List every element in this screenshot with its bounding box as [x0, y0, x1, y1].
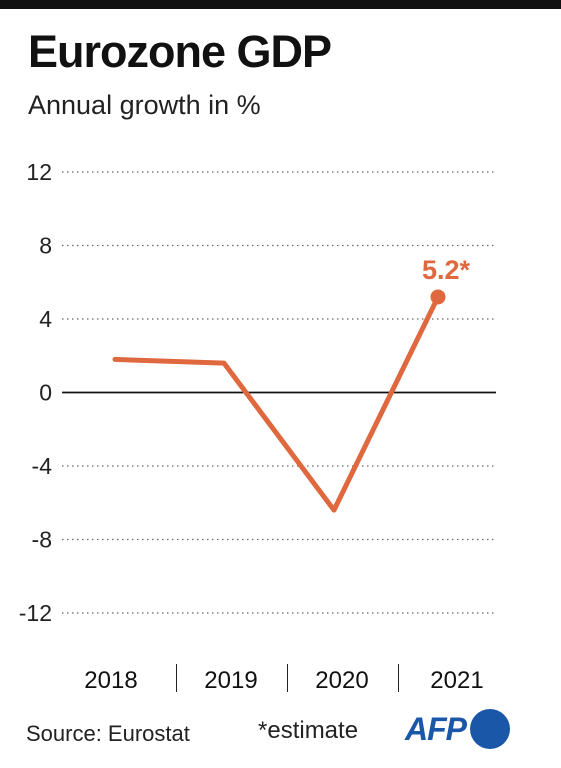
data-point	[430, 289, 446, 305]
y-tick-label: -8	[32, 527, 52, 553]
afp-logo-dot	[470, 709, 510, 749]
year-separator	[176, 664, 177, 692]
x-tick-label: 2020	[315, 667, 368, 694]
y-tick-label: -4	[32, 453, 53, 479]
chart-subtitle: Annual growth in %	[28, 90, 261, 120]
estimate-note: *estimate	[258, 717, 359, 744]
chart-title: Eurozone GDP	[28, 26, 332, 77]
x-tick-label: 2019	[204, 667, 257, 694]
year-separator	[398, 664, 399, 692]
y-tick-label: 0	[39, 380, 52, 406]
data-label: 5.2*	[422, 255, 471, 285]
year-separator	[287, 664, 288, 692]
source-note: Source: Eurostat	[26, 721, 190, 746]
afp-logo-text: AFP	[405, 710, 467, 747]
x-tick-label: 2021	[430, 667, 483, 694]
x-tick-label: 2018	[84, 667, 137, 694]
afp-logo: AFP	[405, 708, 510, 750]
top-rule	[0, 0, 561, 9]
y-tick-label: 8	[39, 233, 52, 259]
y-tick-label: 12	[26, 159, 52, 185]
series-line	[112, 294, 441, 513]
y-tick-label: 4	[39, 306, 52, 332]
y-tick-label: -12	[19, 600, 52, 626]
line-chart: 12 8 4 0 -4 -8 -12 2018 2019 2020 2021 5.2*	[19, 159, 496, 694]
